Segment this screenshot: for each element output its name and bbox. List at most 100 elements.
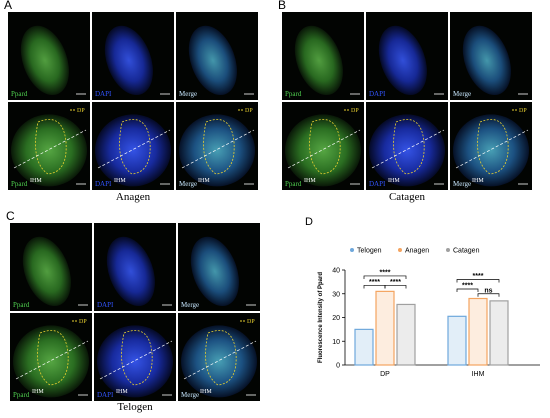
panel-label: C — [6, 209, 15, 223]
significance-label: **** — [380, 269, 391, 276]
follicle-bulb — [181, 325, 257, 398]
dp-outline — [119, 119, 151, 175]
y-axis-label: Fluorescence Intensity of Ppard — [318, 272, 324, 363]
channel-label: Ppard — [13, 391, 30, 399]
section-line — [181, 129, 255, 169]
follicle — [104, 25, 153, 96]
channel-label: DAPI — [369, 90, 386, 98]
panel-caption: Telogen — [117, 401, 153, 413]
follicle-bulb — [11, 114, 87, 187]
panel-caption: Catagen — [389, 191, 426, 203]
ihm-label: IHM — [472, 178, 484, 184]
section-line — [287, 129, 361, 169]
dp-outline — [477, 119, 509, 175]
ihm-label: IHM — [388, 178, 400, 184]
legend-label: Catagen — [453, 248, 480, 255]
legend-label: Anagen — [405, 248, 429, 255]
significance-label: ns — [484, 287, 492, 294]
follicle — [294, 25, 343, 96]
bar — [375, 290, 395, 366]
follicle — [378, 25, 427, 96]
panel-label: B — [278, 0, 286, 12]
significance-bracket — [456, 279, 500, 283]
channel-label: Merge — [453, 90, 471, 98]
follicle-bulb — [179, 114, 255, 187]
y-tick-label: 30 — [332, 291, 340, 298]
bar — [468, 297, 488, 366]
ihm-label: IHM — [198, 178, 210, 184]
section-line — [183, 340, 257, 380]
y-tick-label: 10 — [332, 339, 340, 346]
significance-bracket — [384, 285, 407, 289]
dp-label: DP — [245, 108, 253, 114]
follicle-bulb — [95, 114, 171, 187]
follicle-bulb — [369, 114, 445, 187]
section-line — [371, 129, 445, 169]
channel-label: Merge — [453, 180, 471, 188]
follicle-bulb — [453, 114, 529, 187]
follicle-bulb — [13, 325, 89, 398]
channel-label: Ppard — [11, 180, 28, 188]
y-tick-label: 0 — [336, 363, 340, 370]
channel-label: Ppard — [13, 301, 30, 309]
dp-label: DP — [79, 319, 87, 325]
dp-outline — [121, 330, 153, 386]
ihm-label: IHM — [32, 389, 44, 395]
significance-bracket — [363, 275, 407, 279]
channel-label: Ppard — [285, 90, 302, 98]
section-line — [97, 129, 171, 169]
follicle — [462, 25, 511, 96]
dp-outline — [309, 119, 341, 175]
significance-label: **** — [390, 279, 401, 286]
bar — [354, 328, 374, 366]
dp-outline — [37, 330, 69, 386]
dp-outline — [203, 119, 235, 175]
follicle-bulb — [285, 114, 361, 187]
section-line — [455, 129, 529, 169]
significance-label: **** — [473, 273, 484, 280]
panel-caption: Anagen — [116, 191, 151, 203]
significance-bracket — [477, 293, 500, 297]
follicle-bulb — [97, 325, 173, 398]
bar — [447, 315, 467, 366]
legend-marker — [398, 248, 402, 252]
significance-bracket — [456, 288, 479, 292]
y-tick-label: 20 — [332, 315, 340, 322]
channel-label: DAPI — [97, 391, 114, 399]
legend-marker — [350, 248, 354, 252]
ihm-label: IHM — [116, 389, 128, 395]
panel-label: D — [305, 216, 313, 228]
channel-label: Merge — [181, 391, 199, 399]
dp-label: DP — [77, 108, 85, 114]
legend-marker — [446, 248, 450, 252]
dp-label: DP — [351, 108, 359, 114]
follicle — [190, 236, 239, 307]
follicle — [188, 25, 237, 96]
ihm-label: IHM — [304, 178, 316, 184]
channel-label: Merge — [179, 180, 197, 188]
panel-label: A — [4, 0, 12, 12]
channel-label: DAPI — [95, 90, 112, 98]
channel-label: Ppard — [285, 180, 302, 188]
ihm-label: IHM — [114, 178, 126, 184]
channel-label: DAPI — [97, 301, 114, 309]
bar — [396, 303, 416, 366]
dp-outline — [35, 119, 67, 175]
channel-label: DAPI — [95, 180, 112, 188]
section-line — [13, 129, 87, 169]
channel-label: DAPI — [369, 180, 386, 188]
significance-label: **** — [462, 283, 473, 290]
section-line — [99, 340, 173, 380]
dp-label: DP — [247, 319, 255, 325]
ihm-label: IHM — [30, 178, 42, 184]
follicle — [22, 236, 71, 307]
channel-label: Ppard — [11, 90, 28, 98]
dp-label: DP — [519, 108, 527, 114]
significance-label: **** — [369, 279, 380, 286]
y-tick-label: 40 — [332, 268, 340, 275]
x-tick-label: IHM — [472, 371, 485, 378]
channel-label: Merge — [181, 301, 199, 309]
bar — [489, 300, 509, 366]
dp-outline — [205, 330, 237, 386]
